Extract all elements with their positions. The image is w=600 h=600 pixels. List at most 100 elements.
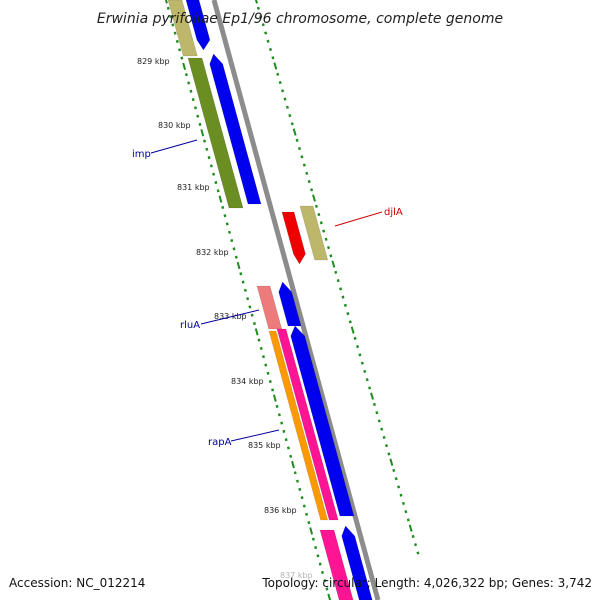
outer-tick xyxy=(305,171,309,175)
inner-tick xyxy=(286,446,290,450)
outer-tick xyxy=(326,246,331,250)
inner-tick-marks xyxy=(164,0,332,600)
outer-tick xyxy=(319,221,323,225)
outer-tick xyxy=(256,6,260,10)
inner-tick xyxy=(212,172,216,176)
outer-tick xyxy=(266,39,270,43)
inner-tick xyxy=(236,261,241,270)
outer-tick xyxy=(387,452,391,456)
inner-tick xyxy=(218,195,223,203)
outer-tick xyxy=(385,444,389,448)
inner-tick xyxy=(282,429,286,433)
outer-tick xyxy=(408,524,413,532)
outer-tick xyxy=(295,138,299,142)
gene-feature-blue xyxy=(185,0,211,51)
gene-label-imp[interactable]: imp xyxy=(132,149,151,160)
gene-label-leader xyxy=(200,309,260,325)
outer-tick xyxy=(353,336,357,340)
outer-tick xyxy=(370,392,374,400)
gene-features xyxy=(167,0,373,600)
outer-tick xyxy=(329,254,333,258)
outer-tick xyxy=(271,56,275,60)
inner-tick xyxy=(246,297,250,301)
inner-tick xyxy=(309,527,314,535)
outer-tick xyxy=(276,72,280,76)
map-title: Erwinia pyrifoliae Ep1/96 chromosome, co… xyxy=(97,11,503,27)
outer-tick xyxy=(314,204,318,208)
outer-tick xyxy=(416,551,420,555)
inner-tick xyxy=(298,487,302,492)
inner-tick xyxy=(182,62,187,71)
outer-tick xyxy=(292,128,297,136)
outer-tick xyxy=(401,501,405,506)
gene-feature-magenta xyxy=(276,328,339,521)
gene-label-rlua[interactable]: rluA xyxy=(180,320,200,331)
inner-tick xyxy=(325,587,329,591)
inner-tick xyxy=(316,554,320,558)
outer-tick xyxy=(399,493,403,497)
inner-tick xyxy=(300,496,304,500)
outer-tick xyxy=(360,361,364,365)
genome-summary: Topology: circular; Length: 4,026,322 bp… xyxy=(261,576,592,590)
kbp-label: 836 kbp xyxy=(264,506,297,515)
outer-tick xyxy=(307,179,311,184)
inner-tick xyxy=(250,313,254,317)
inner-tick xyxy=(293,471,297,475)
outer-tick xyxy=(310,188,314,192)
outer-tick xyxy=(324,237,328,241)
outer-tick xyxy=(283,97,287,101)
outer-tick xyxy=(358,353,362,357)
outer-tick xyxy=(278,80,282,85)
inner-tick xyxy=(243,288,247,292)
outer-tick xyxy=(372,402,376,406)
inner-tick xyxy=(254,328,259,336)
outer-tick xyxy=(268,47,273,52)
gene-feature-rapa xyxy=(268,330,329,521)
gene-feature-khaki xyxy=(299,205,329,261)
inner-tick xyxy=(200,129,205,137)
outer-tick xyxy=(350,326,355,334)
outer-tick xyxy=(406,518,410,522)
inner-tick xyxy=(257,338,261,342)
inner-tick xyxy=(198,122,202,127)
inner-tick xyxy=(223,214,227,218)
outer-tick xyxy=(375,411,379,415)
outer-tick xyxy=(297,146,302,151)
inner-tick xyxy=(296,479,300,483)
inner-tick xyxy=(184,73,188,77)
gene-label-rapa[interactable]: rapA xyxy=(208,437,232,448)
inner-tick xyxy=(262,355,266,359)
outer-tick xyxy=(404,510,408,514)
gene-feature-blue xyxy=(278,281,302,327)
outer-tick xyxy=(377,419,381,423)
outer-tick xyxy=(334,270,338,274)
inner-tick xyxy=(230,239,234,243)
outer-tick xyxy=(254,0,258,4)
outer-tick xyxy=(368,386,372,390)
gene-feature-rlua xyxy=(256,285,283,330)
inner-tick xyxy=(268,380,272,384)
inner-tick xyxy=(320,570,324,574)
kbp-label: 834 kbp xyxy=(231,377,264,386)
outer-tick xyxy=(382,435,386,440)
gene-feature-blue xyxy=(341,525,373,600)
inner-tick xyxy=(252,321,256,326)
kbp-label: 832 kbp xyxy=(196,248,229,257)
inner-tick xyxy=(216,189,220,193)
inner-tick xyxy=(275,404,279,409)
outer-tick xyxy=(341,295,345,299)
outer-tick xyxy=(273,62,278,70)
kbp-label: 830 kbp xyxy=(158,121,191,130)
inner-tick xyxy=(207,156,211,160)
inner-tick xyxy=(180,56,184,60)
outer-tick xyxy=(302,163,306,167)
outer-tick xyxy=(281,89,285,93)
gene-label-djla[interactable]: djlA xyxy=(384,207,403,218)
inner-tick xyxy=(239,272,243,276)
inner-tick xyxy=(302,504,306,508)
inner-tick xyxy=(189,89,193,93)
inner-tick xyxy=(271,388,275,392)
inner-tick xyxy=(166,6,170,10)
outer-tick xyxy=(264,31,268,35)
outer-tick xyxy=(312,194,316,202)
